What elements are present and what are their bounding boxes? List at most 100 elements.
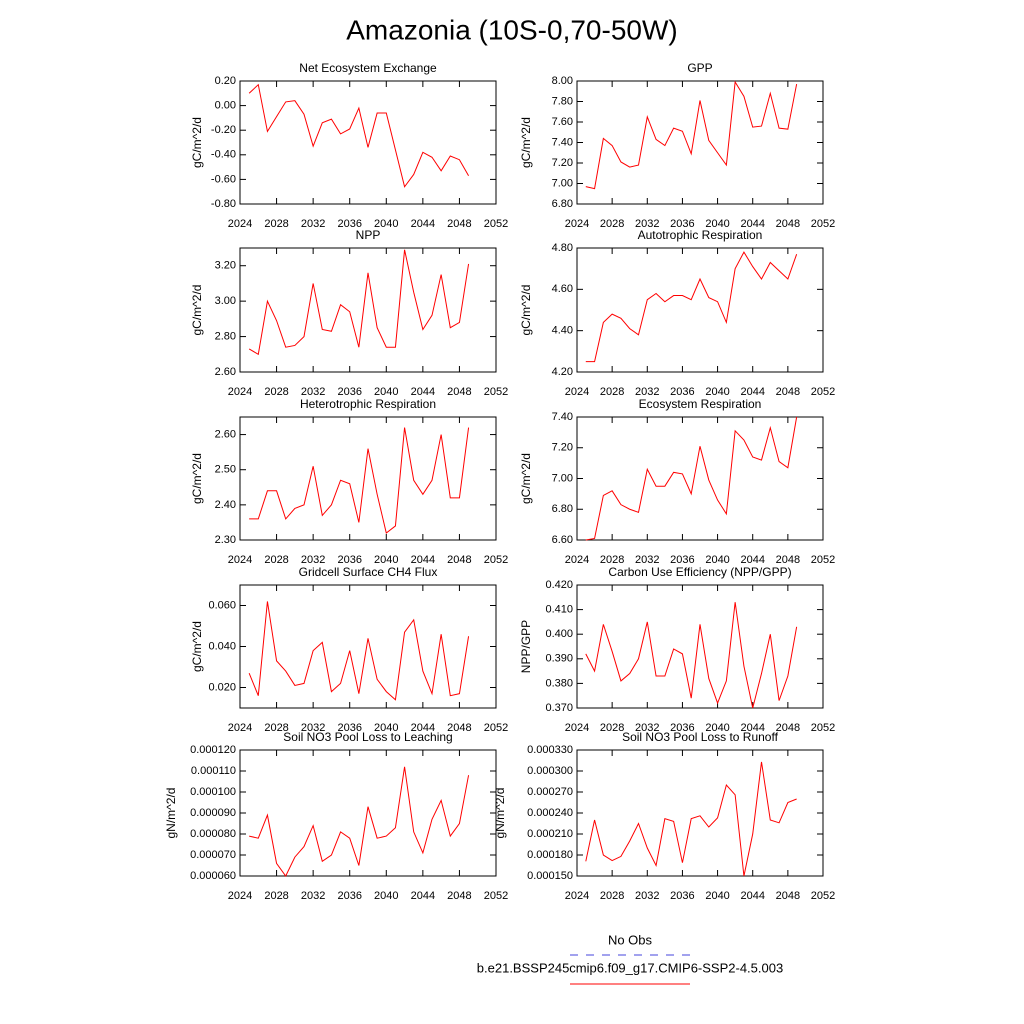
x-tick-label: 2052 [484,386,508,398]
x-tick-label: 2044 [740,386,764,398]
y-tick-label: 0.000180 [527,849,573,861]
y-tick-label: 7.20 [552,442,573,454]
y-tick-label: 4.80 [552,242,573,254]
x-tick-label: 2048 [776,218,800,230]
y-tick-label: 0.000270 [527,786,573,798]
data-line [248,601,470,701]
y-tick-label: 8.00 [552,75,573,87]
plot-frame [239,247,497,373]
figure-title: Amazonia (10S-0,70-50W) [346,14,677,45]
y-tick-label: 7.40 [552,411,573,423]
x-tick-label: 2052 [811,218,835,230]
x-tick-label: 2028 [264,890,288,902]
y-tick-label: 2.80 [215,330,236,342]
x-tick-label: 2052 [484,554,508,566]
y-tick-label: 7.00 [552,472,573,484]
panel-title: Autotrophic Respiration [638,228,763,242]
x-tick-label: 2040 [374,386,398,398]
x-tick-label: 2040 [705,890,729,902]
panel-title: GPP [687,61,712,75]
legend-label: b.e21.BSSP245cmip6.f09_g17.CMIP6-SSP2-4.… [477,960,783,975]
panel-title: Ecosystem Respiration [639,397,762,411]
x-tick-label: 2032 [301,890,325,902]
plot-frame [576,416,824,541]
plot-frame [239,416,497,541]
y-tick-label: 0.000100 [190,786,236,798]
data-line [249,427,470,534]
x-tick-label: 2044 [740,554,764,566]
x-tick-label: 2028 [600,386,624,398]
y-axis-label: gC/m^2/d [190,285,204,336]
x-tick-label: 2040 [705,386,729,398]
y-tick-label: 0.000240 [527,807,573,819]
x-tick-label: 2052 [811,554,835,566]
y-tick-label: 0.00 [215,100,236,112]
data-line [248,83,470,188]
plot-frame [239,584,497,709]
x-tick-label: 2032 [301,386,325,398]
x-tick-label: 2040 [374,218,398,230]
y-tick-label: 0.000110 [191,765,236,777]
y-tick-label: 7.00 [552,177,573,189]
y-axis-label: gC/m^2/d [519,453,533,504]
y-tick-label: 0.060 [208,599,236,611]
y-tick-label: 4.20 [552,366,573,378]
plot-frame [576,749,824,877]
x-tick-label: 2032 [635,218,659,230]
y-tick-label: -0.20 [211,124,236,136]
x-tick-label: 2032 [301,218,325,230]
plot-frame [576,80,824,205]
panel-title: Gridcell Surface CH4 Flux [299,565,438,579]
x-tick-label: 2052 [811,890,835,902]
x-tick-label: 2044 [411,554,435,566]
y-tick-label: 0.410 [545,604,573,616]
x-tick-label: 2048 [447,722,471,734]
plot-frame [576,584,824,709]
x-tick-label: 2036 [337,554,361,566]
y-tick-label: 0.380 [545,677,573,689]
data-line [585,761,797,877]
panel-title: Soil NO3 Pool Loss to Runoff [622,730,779,744]
panel-title: Carbon Use Efficiency (NPP/GPP) [608,565,791,579]
y-axis-label: gC/m^2/d [519,117,533,168]
x-tick-label: 2024 [228,890,252,902]
x-tick-label: 2040 [705,218,729,230]
x-tick-label: 2032 [635,722,659,734]
x-tick-label: 2032 [301,722,325,734]
data-line [249,766,470,877]
x-tick-label: 2036 [670,890,694,902]
x-tick-label: 2044 [740,890,764,902]
x-tick-label: 2052 [484,218,508,230]
y-tick-label: 0.000150 [527,870,573,882]
y-tick-label: -0.80 [211,198,236,210]
y-axis-label: gC/m^2/d [190,453,204,504]
y-tick-label: 6.60 [552,534,573,546]
x-tick-label: 2048 [447,554,471,566]
x-tick-label: 2024 [565,554,589,566]
y-tick-label: 6.80 [552,198,573,210]
x-tick-label: 2036 [670,722,694,734]
x-tick-label: 2048 [776,554,800,566]
x-tick-label: 2028 [264,218,288,230]
x-tick-label: 2028 [600,890,624,902]
x-tick-label: 2048 [447,218,471,230]
y-axis-label: gC/m^2/d [519,285,533,336]
y-tick-label: 7.60 [552,116,573,128]
y-tick-label: 7.80 [552,95,573,107]
data-line [585,251,798,363]
x-tick-label: 2024 [228,554,252,566]
data-line [585,602,798,709]
data-line [248,249,470,356]
x-tick-label: 2024 [228,218,252,230]
x-tick-label: 2048 [776,722,800,734]
y-tick-label: 3.20 [215,260,236,272]
x-tick-label: 2036 [337,218,361,230]
y-tick-label: 0.420 [545,579,573,591]
y-axis-label: gC/m^2/d [190,117,204,168]
x-tick-label: 2032 [635,554,659,566]
x-tick-label: 2048 [447,890,471,902]
y-tick-label: 2.30 [215,534,236,546]
x-tick-label: 2044 [740,722,764,734]
panel-title: NPP [356,228,381,242]
y-tick-label: 0.000070 [190,849,236,861]
